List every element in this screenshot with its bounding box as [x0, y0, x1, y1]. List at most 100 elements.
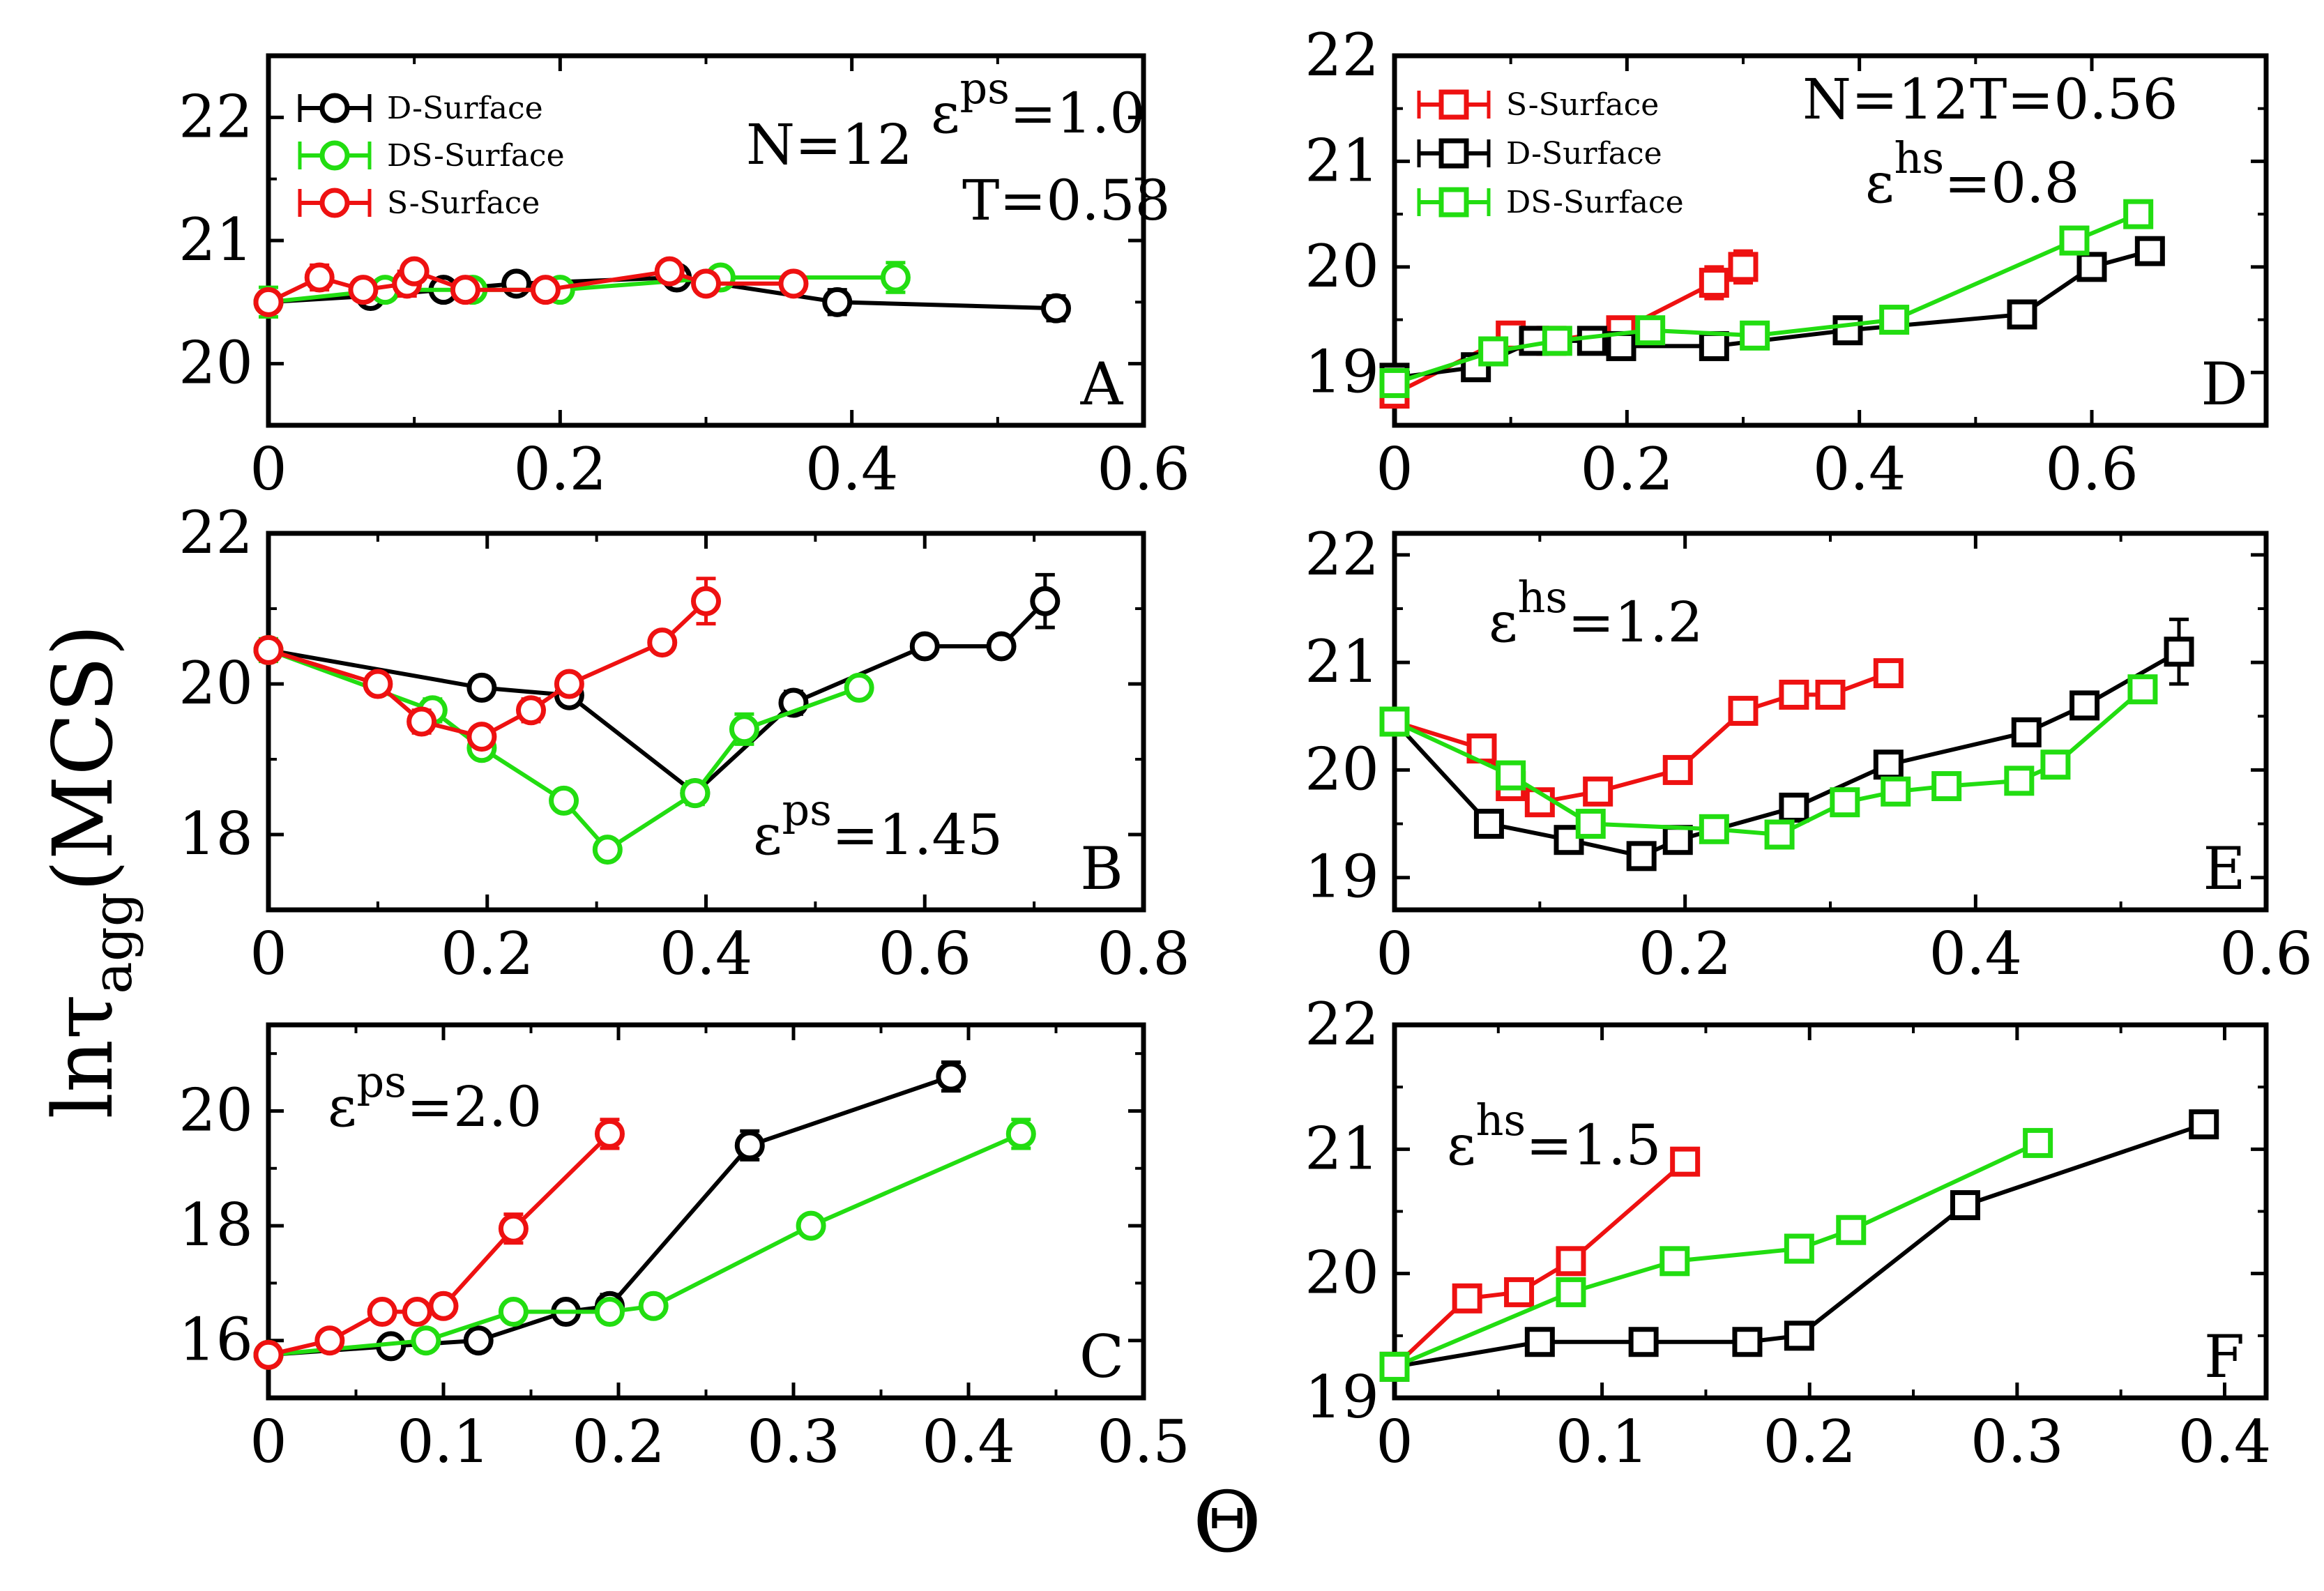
x-tick-label: 0.6 [2045, 435, 2139, 503]
data-point [407, 706, 437, 737]
x-tick-label: 0.3 [747, 1408, 840, 1476]
data-point [1626, 841, 1657, 871]
legend-marker [1438, 138, 1469, 169]
data-point [1452, 1283, 1482, 1314]
y-label-main: lnτ [35, 994, 131, 1119]
data-point [463, 1325, 494, 1356]
legend-marker [1438, 89, 1469, 120]
series-s-surface [253, 1118, 625, 1370]
data-point [1575, 809, 1606, 839]
data-point [691, 268, 721, 299]
x-tick-label: 0.3 [1970, 1408, 2064, 1476]
x-tick-label: 0.4 [1929, 920, 2023, 988]
y-tick-label: 21 [1305, 1114, 1379, 1182]
y-tick-label: 21 [1305, 627, 1379, 696]
annotation: εps=1.0 [931, 63, 1145, 146]
panel-b: 0 0.2 0.4 0.6 0.8 18 20 22 εps=1.45 B [179, 498, 1190, 988]
data-point [530, 275, 561, 305]
data-point [1728, 696, 1759, 726]
data-point [1881, 776, 1911, 807]
legend-item-d-surface: D-Surface [1417, 136, 1662, 172]
data-point [348, 275, 379, 305]
y-tick-label: 22 [179, 82, 253, 151]
series-line [1392, 650, 2180, 859]
data-point [691, 586, 721, 616]
annotation: εps=1.45 [753, 784, 1003, 867]
data-point [2134, 236, 2165, 266]
x-tick-label: 0.2 [441, 920, 534, 988]
panel-letter: B [1080, 835, 1123, 903]
legend-item-d-surface: D-Surface [298, 91, 543, 126]
data-point [986, 631, 1017, 662]
data-point [592, 835, 623, 865]
data-point [253, 1339, 284, 1370]
data-point [822, 287, 853, 317]
x-tick-label: 0 [1376, 920, 1413, 988]
panel-e: 0 0.2 0.4 0.6 19 20 21 22 εhs=1.2 E [1305, 520, 2313, 988]
y-axis-label: lnτagg(MCS) [35, 624, 144, 1118]
x-tick-label: 0.1 [1556, 1408, 1649, 1476]
y-tick-label: 18 [179, 1191, 253, 1259]
data-point [1699, 268, 1729, 298]
data-point [1606, 330, 1636, 361]
x-tick-label: 0.2 [514, 435, 607, 503]
data-point [647, 627, 678, 658]
data-point [1473, 809, 1504, 839]
series-line [268, 600, 708, 739]
data-point [1699, 330, 1729, 361]
legend-label: S-Surface [387, 185, 540, 221]
y-tick-label: 19 [1305, 1363, 1379, 1431]
x-tick-label: 0.8 [1097, 920, 1190, 988]
data-point [498, 1297, 529, 1327]
data-point [1670, 1146, 1701, 1177]
x-tick-label: 0.6 [1097, 435, 1190, 503]
series-ds-surface [1379, 674, 2158, 850]
data-point [516, 695, 546, 726]
data-point [554, 669, 584, 699]
legend-marker [319, 140, 350, 171]
data-point [1832, 315, 1863, 346]
data-point [367, 1297, 397, 1327]
legend: S-Surface D-Surface DS-Surface [1417, 87, 1684, 220]
panel-f: 0 0.1 0.2 0.3 0.4 19 20 21 22 εhs=1.5 F [1305, 990, 2271, 1476]
data-point [1496, 760, 1526, 791]
x-tick-label: 0.2 [1763, 1408, 1856, 1476]
y-tick-label: 20 [1305, 1239, 1379, 1307]
y-tick-label: 20 [1305, 232, 1379, 300]
data-point [1728, 252, 1759, 282]
data-point [1662, 754, 1693, 785]
x-tick-label: 0.5 [1097, 1408, 1190, 1476]
data-point [2076, 252, 2107, 282]
data-point [1379, 706, 1410, 737]
x-tick-label: 0.4 [660, 920, 753, 988]
data-point [304, 262, 335, 293]
data-point [1740, 320, 1770, 351]
annotation: T=0.58 [962, 168, 1171, 233]
panels: 0 0.2 0.4 0.6 20 21 22 D-Surface D S-Surface S-Sur… [179, 21, 2313, 1476]
data-point [1950, 1190, 1980, 1221]
data-point [253, 287, 284, 317]
data-point [2011, 717, 2042, 747]
data-point [1836, 1215, 1867, 1245]
data-point [466, 722, 497, 752]
data-point [314, 1325, 345, 1356]
data-point [1784, 1233, 1814, 1264]
y-label-unit: (MCS) [35, 624, 131, 892]
series-d-surface [1379, 617, 2194, 871]
data-point [1635, 315, 1666, 346]
panel-a: 0 0.2 0.4 0.6 20 21 22 D-Surface DS-Surface S-Sur… [179, 53, 1190, 503]
data-point [2040, 749, 2071, 780]
annotation: εhs=1.2 [1489, 572, 1703, 655]
data-point [549, 785, 579, 816]
data-point [501, 268, 532, 299]
x-tick-label: 0 [250, 920, 287, 988]
data-point [1779, 679, 1809, 710]
panel-letter: D [2201, 350, 2247, 418]
legend-marker [319, 93, 350, 123]
data-point [2007, 299, 2037, 330]
legend-label: S-Surface [1506, 87, 1659, 123]
annotation: εps=2.0 [328, 1056, 542, 1139]
y-tick-label: 20 [1305, 735, 1379, 803]
series-line [267, 268, 793, 305]
data-point [1554, 825, 1584, 855]
